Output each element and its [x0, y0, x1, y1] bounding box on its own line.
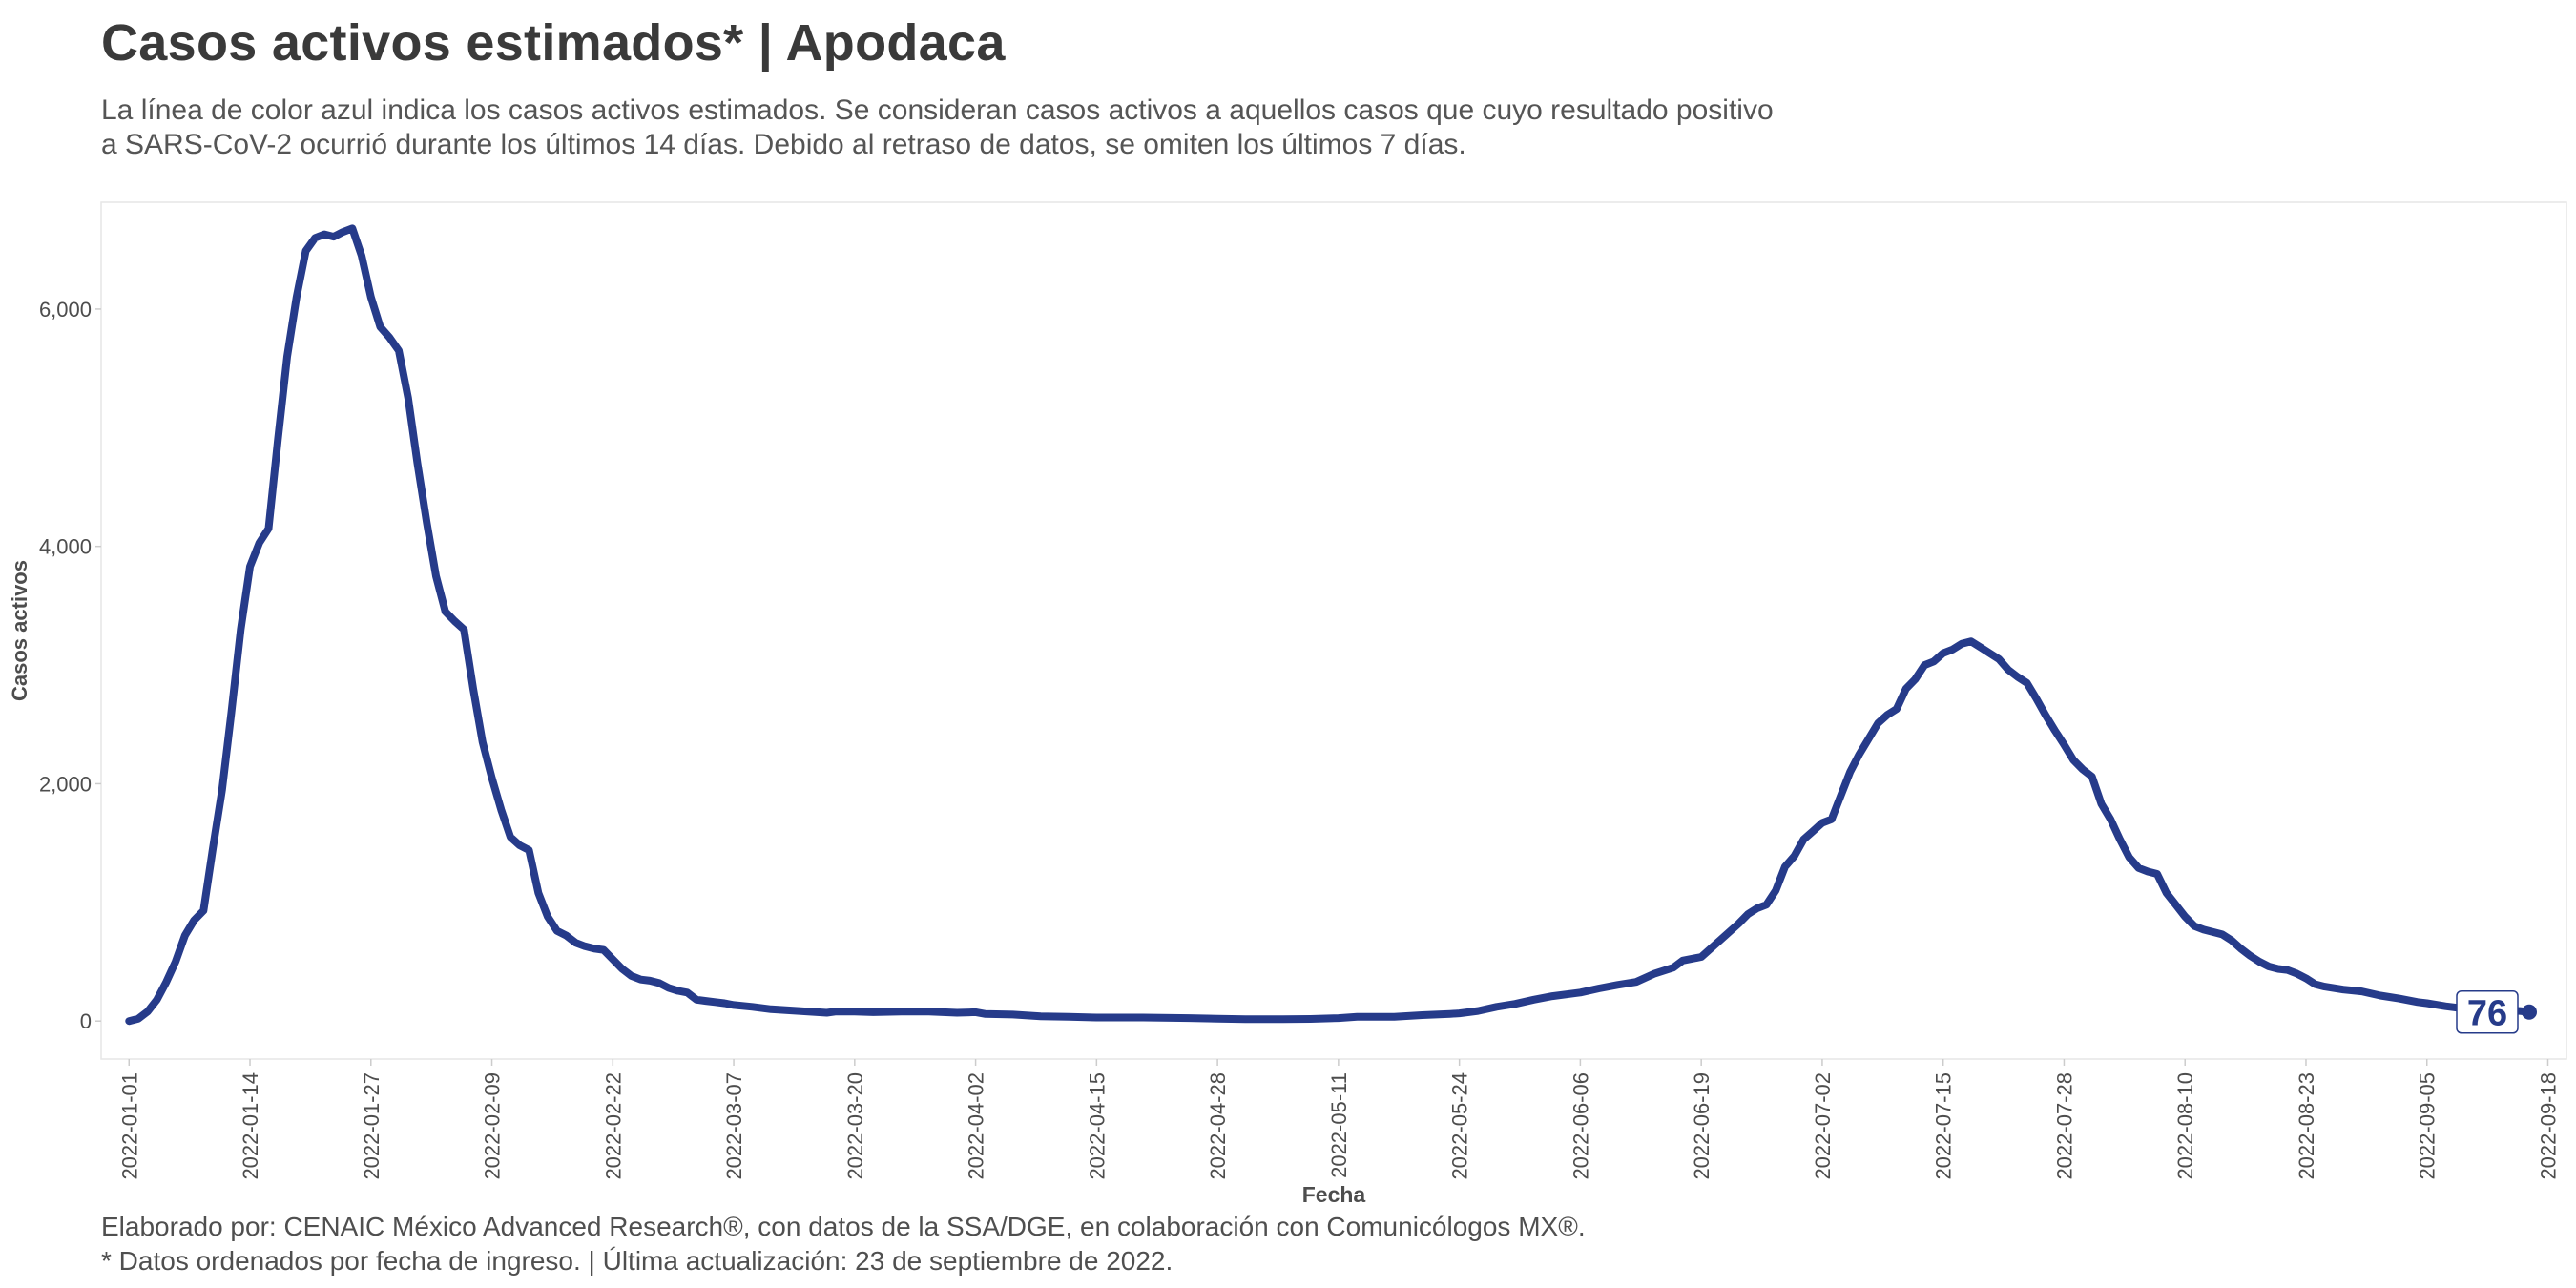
- x-tick-label: 2022-09-18: [2536, 1072, 2560, 1180]
- x-tick-label: 2022-04-28: [1206, 1072, 1230, 1180]
- x-tick-label: 2022-09-05: [2416, 1072, 2440, 1180]
- caption-line: * Datos ordenados por fecha de ingreso. …: [101, 1246, 1174, 1276]
- x-tick-label: 2022-07-15: [1932, 1072, 1956, 1180]
- x-tick-label: 2022-08-10: [2173, 1072, 2197, 1180]
- x-tick-label: 2022-08-23: [2295, 1072, 2318, 1180]
- y-tick-label: 2,000: [39, 772, 92, 796]
- last-value-label: 76: [2467, 994, 2507, 1034]
- y-tick-label: 4,000: [39, 535, 92, 559]
- caption-line: Elaborado por: CENAIC México Advanced Re…: [101, 1212, 1586, 1241]
- x-tick-label: 2022-04-02: [965, 1072, 988, 1180]
- x-tick-label: 2022-01-01: [117, 1072, 141, 1180]
- x-tick-label: 2022-01-27: [360, 1072, 384, 1180]
- chart-subtitle: La línea de color azul indica los casos …: [101, 93, 1914, 162]
- series-line: [125, 224, 2533, 1026]
- last-point: [2521, 1004, 2537, 1020]
- subtitle-line: La línea de color azul indica los casos …: [101, 94, 1774, 126]
- y-tick-label: 0: [80, 1009, 92, 1033]
- y-axis-title: Casos activos: [8, 560, 31, 701]
- plot-panel: [100, 201, 2567, 1060]
- x-tick-label: 2022-07-02: [1811, 1072, 1835, 1180]
- chart-caption: Elaborado por: CENAIC México Advanced Re…: [101, 1210, 1586, 1278]
- x-tick-label: 2022-06-06: [1568, 1072, 1592, 1180]
- x-tick-label: 2022-02-09: [481, 1072, 505, 1180]
- y-tick-label: 6,000: [39, 298, 92, 322]
- x-tick-label: 2022-05-11: [1327, 1072, 1351, 1178]
- x-axis-title: Fecha: [1302, 1182, 1366, 1207]
- x-tick-label: 2022-06-19: [1690, 1072, 1714, 1180]
- last-value-box: [2456, 989, 2519, 1034]
- x-tick-label: 2022-07-28: [2052, 1072, 2076, 1180]
- chart-title: Casos activos estimados* | Apodaca: [101, 14, 1006, 72]
- x-tick-label: 2022-04-15: [1085, 1072, 1109, 1180]
- x-tick-label: 2022-01-14: [239, 1072, 262, 1180]
- x-tick-label: 2022-03-07: [722, 1072, 746, 1180]
- x-tick-label: 2022-02-22: [601, 1072, 625, 1180]
- subtitle-line: a SARS-CoV-2 ocurrió durante los últimos…: [101, 129, 1466, 160]
- x-tick-label: 2022-03-20: [843, 1072, 867, 1180]
- x-tick-label: 2022-05-24: [1448, 1072, 1472, 1180]
